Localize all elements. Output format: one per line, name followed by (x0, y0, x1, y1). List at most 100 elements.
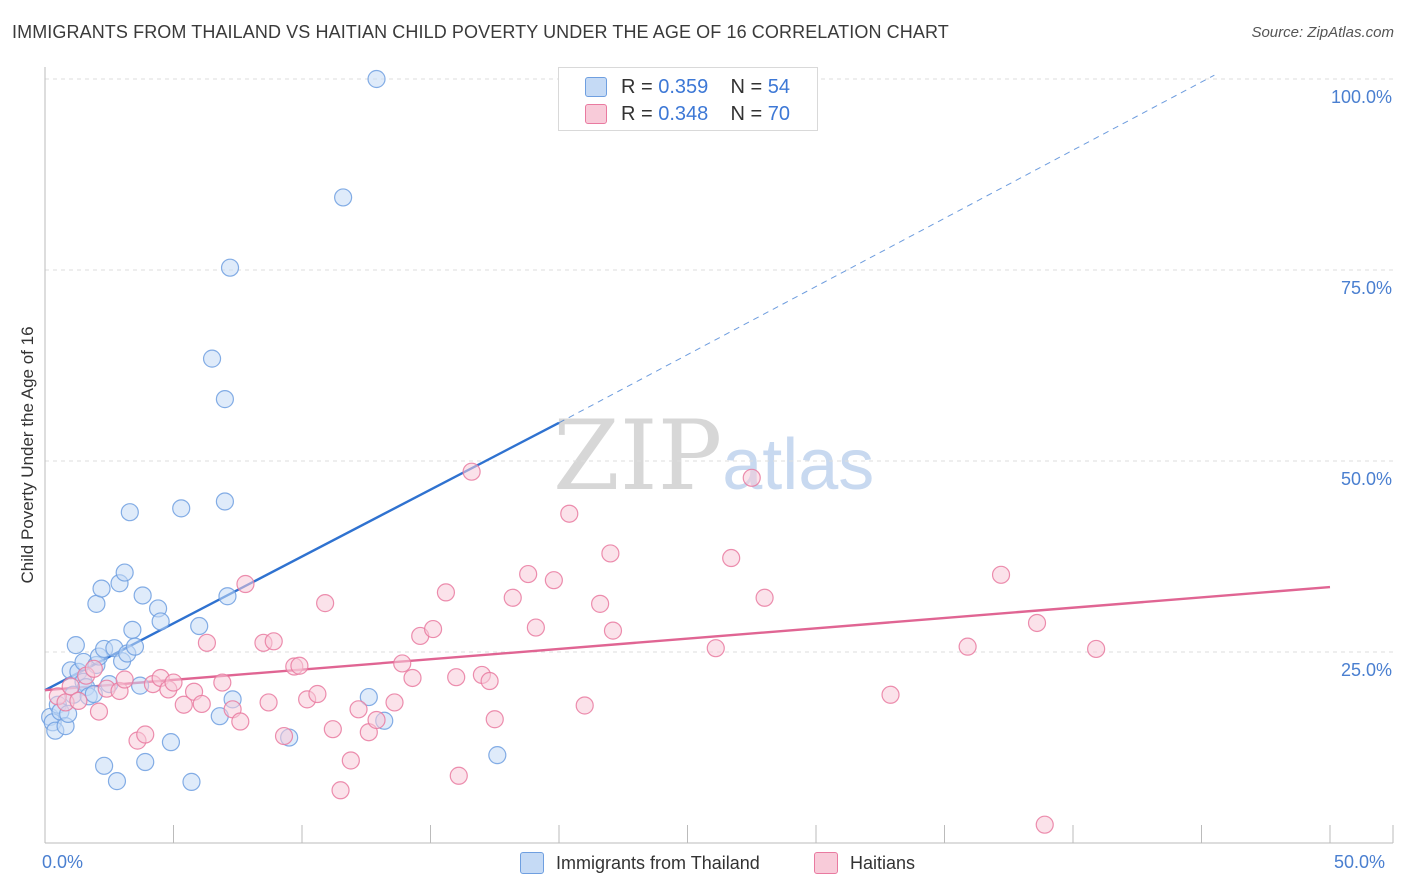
haitians-point (436, 583, 456, 602)
x-tick-label-min: 0.0% (42, 852, 84, 872)
legend-item-haitians[interactable]: Haitians (814, 852, 915, 874)
n-value: 54 (767, 75, 791, 98)
haitians-point (403, 668, 422, 688)
haitians-point (393, 654, 412, 673)
grid-layer (45, 78, 1393, 653)
haitians-point (575, 696, 594, 715)
haitians-point (1027, 613, 1047, 633)
haitians-point (706, 639, 725, 658)
legend-label-thailand: Immigrants from Thailand (556, 852, 760, 873)
thailand-point (334, 188, 353, 207)
haitians-point (755, 588, 774, 607)
stats-legend-row-haitians: R = 0.348 N = 70 (585, 102, 790, 126)
r-label: R = (621, 75, 653, 98)
r-label: R = (621, 102, 653, 125)
thailand-point (95, 756, 114, 775)
thailand-point (115, 563, 134, 582)
thailand-point (66, 636, 85, 655)
haitians-legend-swatch (814, 852, 838, 874)
thailand-point (125, 637, 145, 656)
thailand-point (182, 772, 201, 791)
y-tick-label: 25.0% (1340, 660, 1392, 680)
thailand-swatch (585, 77, 607, 97)
haitians-point (480, 671, 499, 691)
haitians-point (958, 637, 977, 656)
stats-legend: R = 0.359 N = 54 R = 0.348 N = 70 (558, 67, 818, 131)
chart-title: IMMIGRANTS FROM THAILAND VS HAITIAN CHIL… (12, 22, 949, 42)
stats-legend-row-thailand: R = 0.359 N = 54 (585, 75, 790, 99)
haitians-point (316, 594, 335, 613)
haitians-point (213, 673, 232, 692)
haitians-point (603, 621, 623, 640)
haitians-point (89, 702, 109, 721)
n-label: N = (730, 75, 763, 98)
thailand-point (161, 733, 181, 752)
haitians-point (447, 668, 466, 687)
haitians-point (264, 632, 283, 651)
haitians-point (449, 766, 468, 785)
haitians-trend-line (44, 585, 1331, 692)
r-value: 0.348 (658, 102, 709, 125)
y-tick-label: 50.0% (1340, 469, 1392, 489)
thailand-point (120, 503, 139, 522)
thailand-point (92, 579, 111, 598)
haitians-point (591, 594, 610, 613)
haitians-point (331, 781, 350, 800)
thailand-point (359, 687, 378, 707)
thailand-point (136, 752, 155, 772)
haitians-point (519, 564, 538, 584)
n-label: N = (730, 102, 763, 125)
haitians-point (544, 571, 563, 590)
thailand-point (172, 499, 191, 518)
haitians-point (423, 619, 443, 639)
haitians-point (115, 670, 134, 689)
haitians-swatch (585, 104, 607, 124)
haitians-point (174, 695, 193, 714)
haitians-point (560, 504, 579, 523)
haitians-point (341, 751, 360, 770)
haitians-point (462, 462, 481, 481)
haitians-point (601, 544, 620, 563)
thailand-point (215, 390, 234, 409)
haitians-point (1087, 639, 1106, 659)
trend-layer (44, 74, 1331, 692)
haitians-point (192, 694, 211, 714)
haitians-point (503, 588, 522, 607)
thailand-trend-extension (558, 74, 1215, 424)
thailand-point (202, 349, 222, 368)
haitians-point (485, 710, 504, 729)
haitians-point (367, 710, 386, 730)
haitians-point (84, 659, 103, 678)
thailand-point (87, 594, 106, 613)
n-value: 70 (767, 102, 791, 125)
thailand-point (218, 587, 237, 606)
haitians-point (69, 691, 88, 710)
thailand-point (151, 612, 170, 631)
thailand-point (123, 620, 142, 639)
haitians-point (61, 677, 80, 696)
y-tick-label: 75.0% (1340, 278, 1392, 298)
y-axis-label: Child Poverty Under the Age of 16 (18, 326, 37, 584)
haitians-point (259, 693, 278, 712)
x-tick-label-max: 50.0% (1334, 852, 1386, 872)
haitians-point (722, 548, 741, 568)
haitians-point (323, 720, 342, 739)
haitians-point (136, 725, 155, 744)
haitians-point (164, 673, 183, 692)
r-value: 0.359 (658, 75, 709, 98)
thailand-point (215, 492, 234, 511)
haitians-point (881, 685, 900, 704)
thailand-point (190, 616, 209, 636)
haitians-point (274, 726, 294, 746)
y-tick-label: 100.0% (1330, 87, 1392, 107)
haitians-point (290, 656, 309, 675)
legend-item-thailand[interactable]: Immigrants from Thailand (520, 852, 760, 874)
chart-source: Source: ZipAtlas.com (1251, 24, 1394, 41)
haitians-point (308, 684, 327, 704)
haitians-point (1035, 815, 1054, 834)
legend-label-haitians: Haitians (850, 852, 916, 873)
thailand-point (488, 746, 507, 765)
haitians-point (231, 712, 250, 731)
thailand-point (133, 586, 152, 605)
